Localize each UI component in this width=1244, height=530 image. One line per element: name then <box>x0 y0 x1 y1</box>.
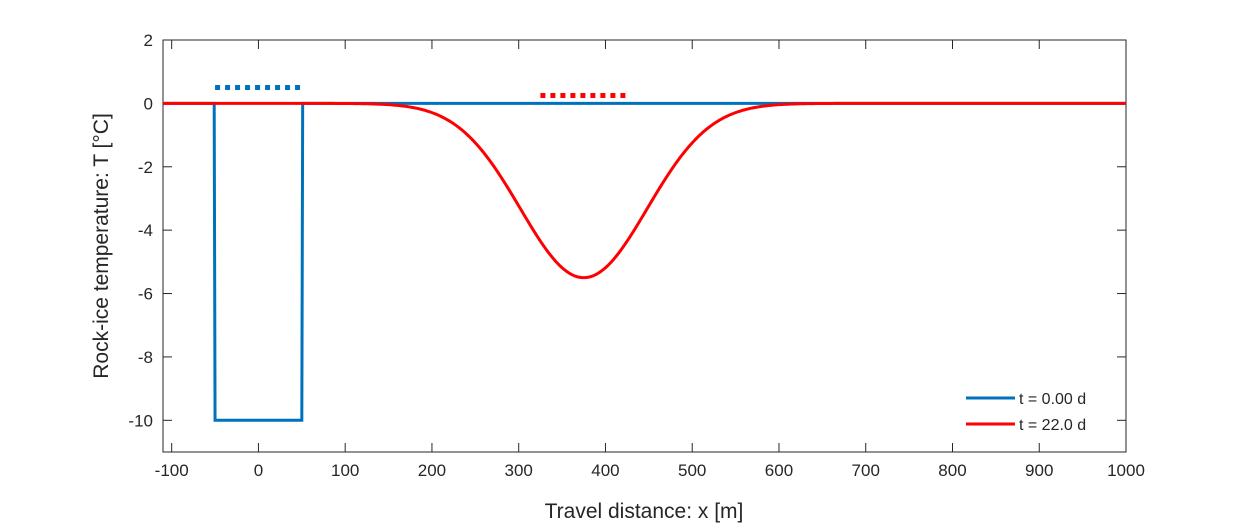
y-tick-label: -6 <box>138 285 153 304</box>
legend-label-1: t = 22.0 d <box>1019 417 1086 434</box>
x-tick-label: 800 <box>938 461 966 480</box>
legend-label-0: t = 0.00 d <box>1019 391 1086 408</box>
y-tick-label: 0 <box>144 94 153 113</box>
x-tick-label: -100 <box>155 461 189 480</box>
x-axis-label: Travel distance: x [m] <box>545 500 744 523</box>
x-tick-label: 1000 <box>1107 461 1145 480</box>
y-tick-label: 2 <box>144 31 153 50</box>
y-tick-label: -4 <box>138 221 153 240</box>
y-tick-label: -10 <box>128 411 153 430</box>
x-tick-label: 400 <box>591 461 619 480</box>
y-tick-label: -8 <box>138 348 153 367</box>
x-tick-label: 700 <box>852 461 880 480</box>
y-axis-label: Rock-ice temperature: T [°C] <box>90 113 113 379</box>
x-tick-label: 0 <box>254 461 263 480</box>
x-tick-label: 500 <box>678 461 706 480</box>
legend: t = 0.00 d t = 22.0 d <box>966 391 1086 434</box>
x-tick-label: 100 <box>331 461 359 480</box>
x-tick-label: 600 <box>765 461 793 480</box>
x-tick-label: 200 <box>418 461 446 480</box>
x-tick-label: 900 <box>1025 461 1053 480</box>
x-tick-label: 300 <box>505 461 533 480</box>
series-line-t22 <box>163 101 1126 280</box>
y-tick-label: -2 <box>138 158 153 177</box>
axes-box <box>162 39 1127 453</box>
